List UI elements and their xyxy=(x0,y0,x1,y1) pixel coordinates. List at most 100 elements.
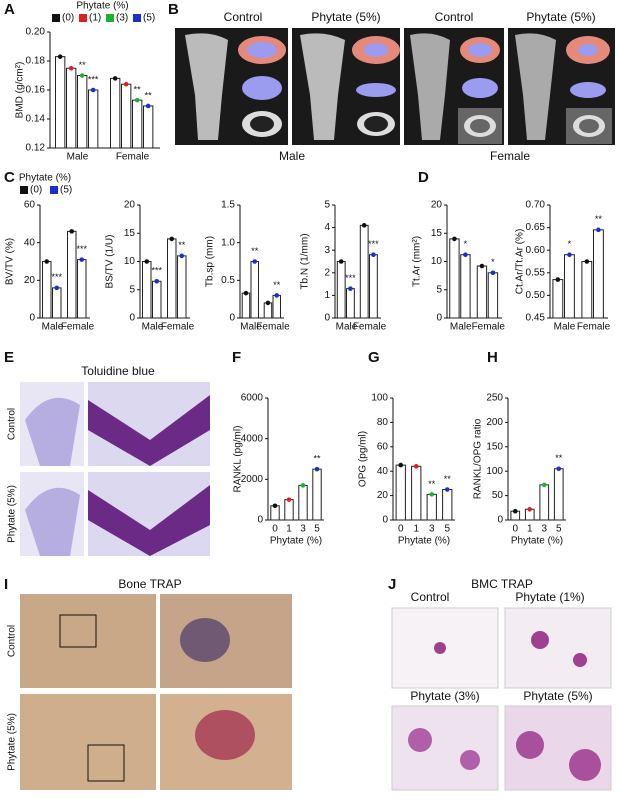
mean-dot xyxy=(57,54,63,59)
significance: ** xyxy=(273,280,281,290)
mean-dot xyxy=(361,223,367,228)
mean-dot xyxy=(371,252,376,258)
x-tick-label: 0 xyxy=(398,524,404,535)
y-tick-label: 100 xyxy=(486,466,503,477)
mean-dot xyxy=(79,73,85,78)
mean-dot xyxy=(596,227,601,233)
mean-dot xyxy=(90,87,96,93)
y-axis-label: OPG (pg/ml) xyxy=(358,431,369,487)
x-tick-label: Female xyxy=(256,322,290,333)
y-axis-label: BMD (g/cm²) xyxy=(15,62,26,119)
group-label: Male xyxy=(279,149,305,163)
y-tick-label: 20 xyxy=(124,200,136,211)
mean-dot xyxy=(179,253,185,259)
x-tick-label: Female xyxy=(61,322,95,333)
x-tick-label: 1 xyxy=(527,524,533,535)
image-title: Bone TRAP xyxy=(118,577,181,591)
trabecular xyxy=(570,82,606,98)
image-label: Phytate (5%) xyxy=(523,689,592,703)
x-tick-label: 1 xyxy=(286,524,292,535)
bar xyxy=(312,468,322,521)
significance: *** xyxy=(345,273,356,283)
y-tick-label: 4 xyxy=(324,222,330,233)
y-tick-label: 1.0 xyxy=(221,237,235,248)
y-tick-label: 250 xyxy=(486,393,503,404)
mean-dot xyxy=(348,286,353,291)
mean-dot xyxy=(112,76,118,81)
significance: * xyxy=(568,239,572,249)
panel-letter: C xyxy=(4,169,15,186)
mean-dot xyxy=(584,259,590,264)
panel-letter: D xyxy=(418,169,429,186)
x-tick-label: 3 xyxy=(300,524,306,535)
mean-dot xyxy=(272,503,278,509)
x-tick-label: Male xyxy=(554,322,576,333)
bone-shape xyxy=(410,33,450,141)
y-axis-label: RANKL/OPG ratio xyxy=(473,418,484,499)
legend-swatch xyxy=(106,14,114,22)
y-tick-label: 20 xyxy=(377,490,389,501)
panel-letter: B xyxy=(168,1,179,18)
x-tick-label: 5 xyxy=(556,524,562,535)
bar xyxy=(336,261,346,319)
y-tick-label: 20 xyxy=(24,275,36,286)
mean-dot xyxy=(479,263,485,269)
y-tick-label: 200 xyxy=(486,417,503,428)
x-tick-label: Male xyxy=(450,322,472,333)
mean-dot xyxy=(567,252,572,258)
y-tick-label: 0.20 xyxy=(26,27,46,38)
bar xyxy=(476,265,488,319)
mean-dot xyxy=(68,65,74,71)
legend-label: (5) xyxy=(143,13,155,24)
significance: *** xyxy=(368,239,379,249)
y-tick-label: 0.14 xyxy=(26,114,46,125)
cortical-ring xyxy=(579,119,599,133)
panel-letter: H xyxy=(487,349,498,366)
tissue xyxy=(25,397,80,466)
y-tick-label: 3 xyxy=(324,245,330,256)
bar xyxy=(298,484,308,521)
y-tick-label: 0 xyxy=(436,313,442,324)
mean-dot xyxy=(252,259,258,264)
x-tick-label: Male xyxy=(42,322,64,333)
toluidine-images: Toluidine blue Control Phytate (5%) xyxy=(7,364,210,556)
mean-dot xyxy=(338,259,344,264)
mean-dot xyxy=(154,278,160,284)
bar xyxy=(564,254,575,319)
y-tick-label: 0.12 xyxy=(26,143,46,154)
legend-label: (5) xyxy=(60,185,72,196)
image-title: Toluidine blue xyxy=(81,364,155,378)
y-tick-label: 15 xyxy=(431,228,443,239)
significance: ** xyxy=(313,454,321,464)
bar xyxy=(67,230,77,319)
x-tick-label: Male xyxy=(67,152,89,163)
y-axis-label: BS/TV (1/U) xyxy=(105,235,116,289)
image-title: BMC TRAP xyxy=(471,577,533,591)
panel-letter: F xyxy=(232,349,241,366)
x-tick-label: 5 xyxy=(314,524,320,535)
mean-dot xyxy=(555,277,561,282)
mean-dot xyxy=(452,236,457,242)
trabecular xyxy=(462,78,498,98)
x-tick-label: Female xyxy=(161,322,195,333)
image xyxy=(391,705,499,791)
cortical-ring xyxy=(470,119,490,133)
y-tick-label: 50 xyxy=(492,490,504,501)
y-tick-label: 40 xyxy=(24,237,36,248)
legend-title: Phytate (%) xyxy=(76,1,128,12)
mean-dot xyxy=(286,497,292,502)
x-tick-label: Female xyxy=(577,322,611,333)
y-tick-label: 0.70 xyxy=(526,200,546,211)
bar xyxy=(52,287,62,319)
image xyxy=(20,594,156,688)
y-tick-label: 10 xyxy=(431,256,443,267)
mean-dot xyxy=(243,290,249,296)
cortical-ring xyxy=(364,116,388,132)
bar xyxy=(66,67,77,149)
panel-letter: E xyxy=(4,349,14,366)
mean-dot xyxy=(274,293,280,298)
bar xyxy=(369,254,378,319)
bar xyxy=(460,254,471,319)
panel-letter: I xyxy=(4,576,8,593)
mean-dot xyxy=(300,483,306,488)
